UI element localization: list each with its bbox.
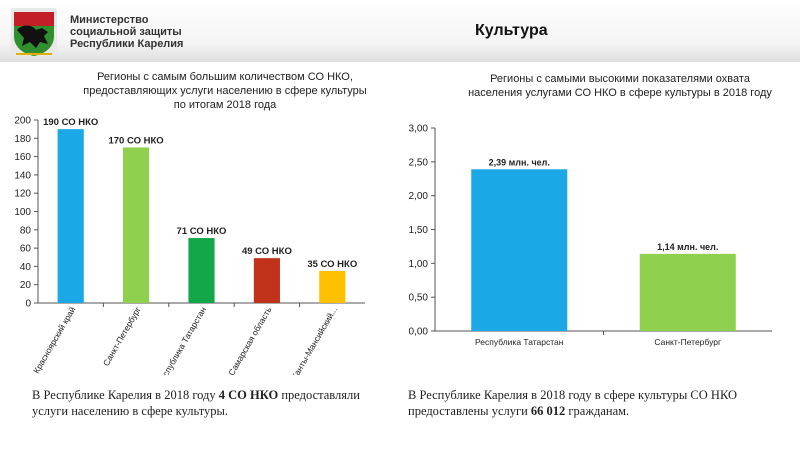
right-note-highlight: 66 012 — [530, 404, 566, 418]
left-chart-category-label: Ханты-Мансийский... — [289, 305, 339, 375]
left-note-text: предоставляли — [278, 388, 360, 402]
right-chart-y-tick-label: 0,00 — [409, 327, 429, 338]
right-chart-y-tick-label: 2,00 — [409, 191, 429, 202]
right-note: В Республике Карелия в 2018 году в сфере… — [408, 387, 793, 419]
right-chart-title: Регионы с самыми высокими показателями о… — [430, 72, 800, 100]
left-chart-category-label: Республика Татарстан — [155, 305, 208, 375]
left-chart-data-label: 35 СО НКО — [307, 259, 357, 270]
left-note-text: В Республике Карелия в 2018 году — [32, 388, 219, 402]
left-note-highlight: 4 СО НКО — [218, 388, 279, 402]
right-note-text: предоставлены услуги — [408, 404, 531, 418]
left-chart-data-label: 49 СО НКО — [242, 246, 292, 257]
left-chart-category-label: Санкт-Петербург — [101, 305, 143, 368]
right-note-text: В Республике Карелия в 2018 году в сфере… — [408, 388, 738, 402]
left-note-text: услуги населению в сфере культуры. — [32, 404, 229, 418]
left-chart-data-label: 71 СО НКО — [177, 226, 227, 237]
right-chart-bar — [639, 253, 736, 331]
right-chart-category-label: Республика Татарстан — [475, 337, 564, 347]
left-chart-category-label: Самарская область — [226, 305, 274, 375]
left-chart-bar — [188, 238, 215, 303]
left-chart-y-tick-label: 200 — [14, 116, 31, 127]
left-chart-y-tick-label: 20 — [20, 280, 32, 291]
left-chart-title-line: по итогам 2018 года — [173, 99, 277, 111]
right-chart-category-label: Санкт-Петербург — [654, 337, 721, 347]
left-chart-category-label: Красноярский край — [31, 305, 77, 375]
left-chart-y-tick-label: 160 — [14, 152, 31, 163]
right-chart-y-tick-label: 1,00 — [409, 259, 429, 270]
right-bar-chart: 0,00 0,50 1,00 1,50 2,00 2,50 3,00 2,39 млн. че… — [409, 124, 772, 347]
left-chart-y-tick-label: 120 — [14, 189, 31, 200]
left-chart-y-tick-label: 0 — [25, 299, 31, 310]
left-chart-y-tick-label: 180 — [14, 134, 31, 145]
ministry-name-line: социальной защиты — [70, 26, 182, 38]
right-note-text: гражданам. — [565, 404, 630, 418]
right-chart-y-tick-label: 1,50 — [409, 225, 429, 236]
left-chart-bar — [253, 258, 280, 303]
ministry-name-line: Министерство — [70, 14, 149, 26]
left-chart-title-line: предоставляющих услуги населению в сфере… — [83, 85, 367, 97]
left-chart-y-tick-label: 40 — [20, 262, 32, 273]
left-chart-y-tick-label: 80 — [20, 225, 32, 236]
left-chart-bar — [319, 270, 346, 303]
header-bar: Министерство социальной защиты Республик… — [0, 0, 800, 62]
karelia-emblem-icon — [11, 8, 57, 56]
ministry-name-line: Республики Карелия — [70, 38, 184, 50]
right-chart-y-tick-label: 0,50 — [409, 293, 429, 304]
left-bar-chart: 0 20 40 60 80 100 120 140 160 180 200 190 СО НКО Кра… — [14, 116, 365, 375]
right-chart-y-tick-label: 3,00 — [409, 124, 429, 135]
right-chart-bar — [471, 169, 568, 331]
left-chart-y-tick-label: 100 — [14, 207, 31, 218]
left-note: В Республике Карелия в 2018 году 4 СО НК… — [32, 387, 402, 419]
left-chart-title-line: Регионы с самым большим количеством СО Н… — [97, 71, 353, 83]
left-chart-data-label: 190 СО НКО — [43, 117, 98, 128]
left-chart-bar — [57, 129, 84, 303]
left-chart-title: Регионы с самым большим количеством СО Н… — [30, 70, 420, 112]
right-chart-title-line: населения услугами СО НКО в сфере культу… — [468, 87, 772, 99]
left-chart-data-label: 170 СО НКО — [108, 135, 163, 146]
right-chart-title-line: Регионы с самыми высокими показателями о… — [490, 73, 750, 85]
left-chart-y-tick-label: 140 — [14, 170, 31, 181]
ministry-name: Министерство социальной защиты Республик… — [70, 14, 183, 50]
left-chart-y-tick-label: 60 — [20, 244, 32, 255]
right-chart-y-tick-label: 2,50 — [409, 157, 429, 168]
section-title: Культура — [475, 22, 548, 39]
left-chart-bar — [123, 147, 150, 303]
right-chart-data-label: 2,39 млн. чел. — [489, 157, 550, 167]
right-chart-data-label: 1,14 млн. чел. — [657, 242, 718, 252]
